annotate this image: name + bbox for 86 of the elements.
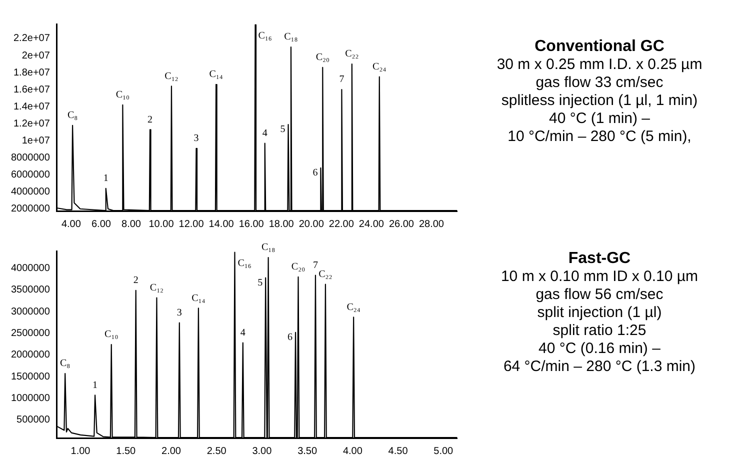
y-tick-label: 4000000 bbox=[10, 186, 50, 198]
x-tick-label: 26.00 bbox=[388, 218, 414, 230]
y-tick-label: 2000000 bbox=[10, 350, 50, 361]
x-tick-label: 4.00 bbox=[342, 446, 363, 457]
annotation: C₂₂ bbox=[345, 48, 359, 60]
annotation: 4 bbox=[240, 327, 246, 338]
y-tick-label: 1.6e+07 bbox=[13, 84, 50, 96]
text: 10 °C/min – 280 °C (5 min), bbox=[506, 128, 692, 146]
x-tick-label: 2.00 bbox=[162, 446, 182, 457]
text: 40 °C (0.16 min) – bbox=[538, 340, 662, 358]
x-tick-label: 20.00 bbox=[298, 218, 324, 230]
y-tick-label: 6000000 bbox=[10, 170, 50, 181]
x-tick-label: 10.00 bbox=[148, 218, 174, 230]
y-tick-label: 3500000 bbox=[10, 284, 50, 296]
text: 64 °C/min – 280 °C (1.3 min) bbox=[502, 358, 697, 376]
annotation: C₁₆ bbox=[258, 30, 272, 42]
annotation: C₂₄ bbox=[346, 302, 361, 313]
annotation: 6 bbox=[312, 168, 318, 179]
annotation: 3 bbox=[176, 307, 182, 318]
y-tick-label: 1000000 bbox=[10, 392, 50, 404]
annotation: 6 bbox=[288, 332, 293, 344]
x-tick-label: 28.00 bbox=[418, 218, 444, 230]
annotation: C₂₂ bbox=[318, 268, 332, 280]
annotation: C₁₂ bbox=[150, 282, 164, 294]
annotation: 2 bbox=[148, 114, 153, 126]
annotation: C₈ bbox=[67, 110, 78, 122]
text: gas flow 56 cm/sec bbox=[534, 286, 664, 304]
x-tick-label: 3.50 bbox=[298, 446, 318, 457]
x-tick-label: 1.00 bbox=[70, 446, 91, 457]
x-tick-label: 6.00 bbox=[91, 218, 112, 230]
y-tick-label: 500000 bbox=[16, 414, 50, 426]
annotation: C₁₈ bbox=[261, 242, 276, 254]
annotation: 5 bbox=[280, 124, 286, 136]
x-tick-label: 16.00 bbox=[238, 218, 264, 230]
y-tick-label: 1.2e+07 bbox=[13, 118, 50, 130]
annotation: C₁₀ bbox=[104, 329, 119, 340]
x-tick-label: 3.00 bbox=[252, 446, 272, 457]
annotation: 2 bbox=[133, 275, 138, 286]
annotation: C₁₄ bbox=[209, 69, 224, 80]
x-tick-label: 1.50 bbox=[116, 446, 136, 457]
x-tick-label: 14.00 bbox=[208, 218, 234, 230]
annotation: C₂₀ bbox=[316, 52, 330, 64]
y-tick-label: 1.4e+07 bbox=[13, 101, 50, 112]
text: splitless injection (1 µl, 1 min) bbox=[500, 92, 699, 110]
annotation: 1 bbox=[103, 173, 108, 184]
annotation: C₂₄ bbox=[372, 61, 387, 72]
annotation: 5 bbox=[258, 277, 263, 288]
annotation: 7 bbox=[312, 260, 318, 271]
annotation: 7 bbox=[339, 74, 344, 86]
annotation: C₁₀ bbox=[116, 90, 130, 101]
annotation: 1 bbox=[92, 380, 98, 391]
x-tick-label: 8.00 bbox=[122, 218, 142, 230]
text: 40 °C (1 min) – bbox=[548, 110, 652, 128]
x-tick-label: 22.00 bbox=[328, 218, 354, 230]
text: Conventional GC bbox=[534, 38, 666, 56]
y-tick-label: 1.8e+07 bbox=[13, 67, 50, 78]
annotation: 3 bbox=[194, 133, 199, 144]
annotation: 4 bbox=[262, 128, 268, 139]
annotation: C₁₂ bbox=[164, 70, 178, 82]
x-tick-label: 24.00 bbox=[358, 218, 384, 230]
y-tick-label: 2500000 bbox=[10, 328, 50, 339]
y-tick-label: 3000000 bbox=[10, 306, 50, 318]
text: 10 m x 0.10 mm ID x 0.10 µm bbox=[500, 268, 700, 286]
x-tick-label: 2.50 bbox=[206, 446, 227, 457]
y-tick-label: 2000000 bbox=[10, 204, 50, 215]
x-tick-label: 18.00 bbox=[268, 218, 294, 230]
x-tick-label: 4.00 bbox=[61, 218, 82, 230]
y-tick-label: 1e+07 bbox=[22, 135, 50, 146]
annotation: C₁₄ bbox=[192, 292, 206, 304]
text: 30 m x 0.25 mm I.D. x 0.25 µm bbox=[496, 56, 704, 74]
annotation: C₁₈ bbox=[284, 32, 298, 43]
annotation: C₈ bbox=[60, 358, 71, 370]
y-tick-label: 1500000 bbox=[10, 371, 50, 382]
text: gas flow 33 cm/sec bbox=[534, 74, 664, 92]
y-tick-label: 2e+07 bbox=[22, 50, 50, 62]
text: split injection (1 µl) bbox=[536, 304, 663, 322]
y-tick-label: 8000000 bbox=[10, 152, 50, 164]
text: split ratio 1:25 bbox=[552, 322, 648, 340]
text: Fast-GC bbox=[567, 250, 632, 268]
x-tick-label: 5.00 bbox=[434, 446, 454, 457]
x-tick-label: 4.50 bbox=[388, 446, 408, 457]
y-tick-label: 2.2e+07 bbox=[13, 33, 50, 44]
x-tick-label: 12.00 bbox=[178, 218, 204, 230]
annotation: C₂₀ bbox=[291, 262, 306, 273]
y-tick-label: 4000000 bbox=[10, 263, 50, 274]
annotation: C₁₆ bbox=[238, 258, 252, 269]
